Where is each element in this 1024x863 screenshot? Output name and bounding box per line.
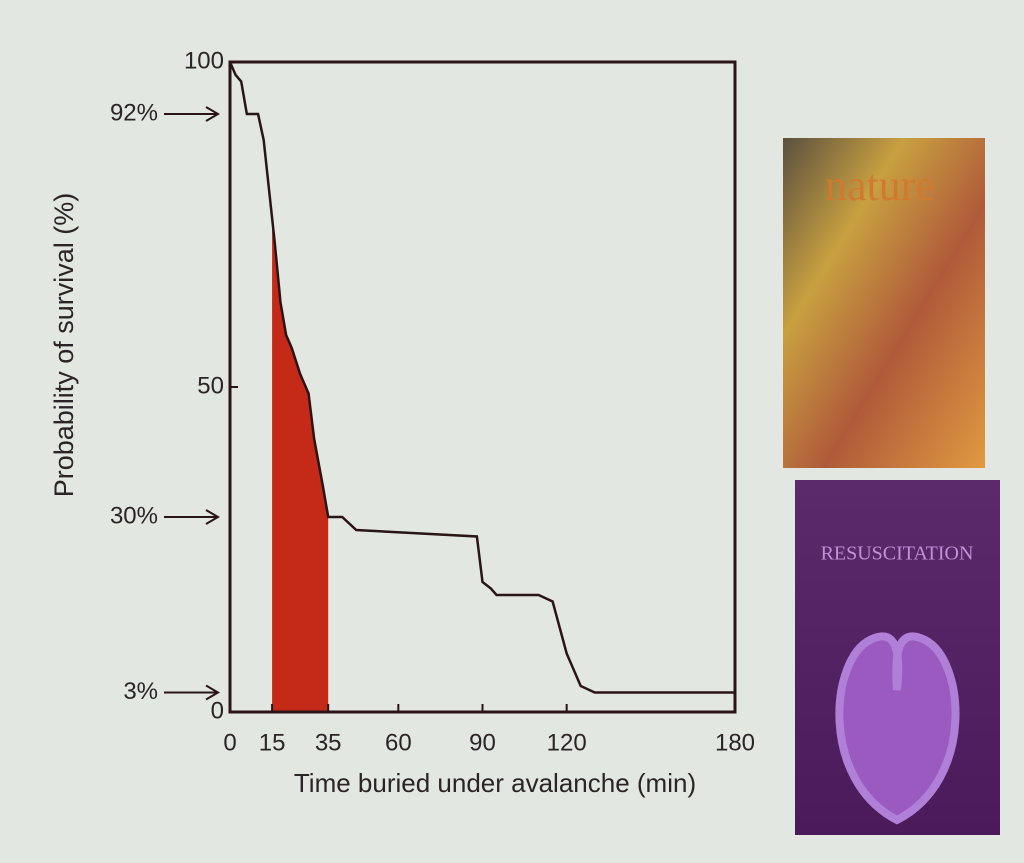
arrow-head bbox=[205, 106, 220, 122]
cover-heart bbox=[835, 632, 960, 825]
y-tick-label: 0 bbox=[211, 697, 224, 724]
x-tick-label: 120 bbox=[547, 729, 587, 756]
x-tick-label: 180 bbox=[715, 729, 755, 756]
annotation-label: 92% bbox=[110, 99, 158, 126]
survival-line bbox=[228, 61, 735, 694]
x-tick-label: 35 bbox=[315, 729, 342, 756]
annotation-label: 30% bbox=[110, 502, 158, 529]
cover-title: RESUSCITATION bbox=[821, 543, 974, 565]
y-tick-label: 50 bbox=[197, 372, 224, 399]
x-tick-label: 60 bbox=[385, 729, 412, 756]
arrow-head bbox=[205, 509, 220, 525]
cover-title: nature bbox=[825, 161, 935, 210]
arrow-head bbox=[205, 684, 220, 701]
x-tick-label: 15 bbox=[259, 729, 286, 756]
y-tick-label: 100 bbox=[184, 47, 224, 74]
highlight-area bbox=[272, 218, 329, 712]
x-tick-label: 0 bbox=[223, 729, 236, 756]
cover-image bbox=[783, 138, 985, 468]
y-axis-label: Probability of survival (%) bbox=[49, 193, 79, 498]
annotation-label: 3% bbox=[123, 678, 158, 705]
x-axis-label: Time buried under avalanche (min) bbox=[294, 768, 696, 798]
x-tick-label: 90 bbox=[469, 729, 496, 756]
